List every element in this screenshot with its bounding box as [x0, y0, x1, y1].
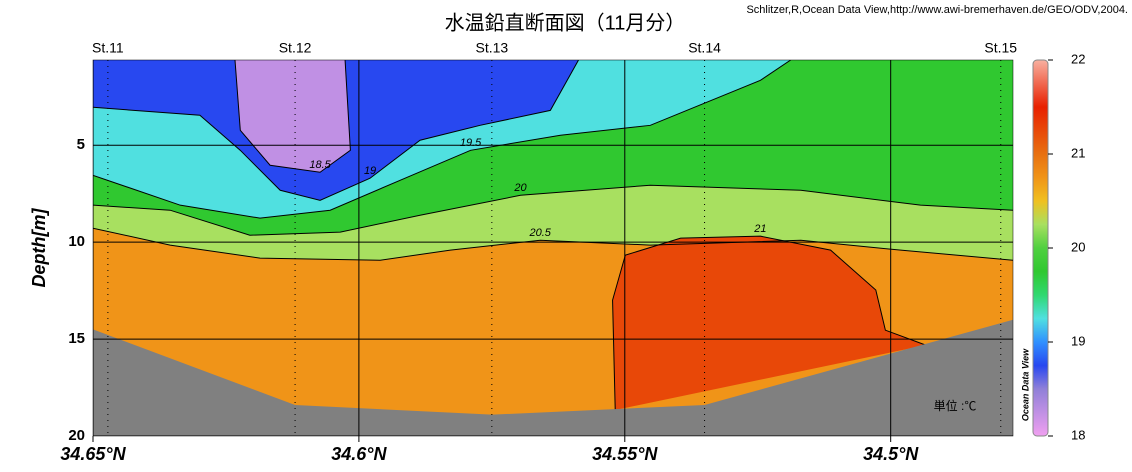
y-tick-label: 10 [68, 233, 85, 250]
x-tick-label: 34.65°N [60, 444, 126, 464]
contour-line [93, 184, 1013, 236]
contour-line [93, 60, 791, 219]
contour-fill [612, 236, 926, 411]
contour-fill [234, 60, 351, 173]
contour-label: 19 [364, 165, 376, 177]
contour-line [93, 227, 1013, 261]
colorbar-label: 20 [1071, 239, 1085, 254]
chart-title: 水温鉛直断面図（11月分） [445, 11, 686, 34]
station-label: St.11 [92, 40, 124, 56]
y-tick-label: 15 [68, 330, 85, 347]
credit: Schlitzer,R,Ocean Data View,http://www.a… [746, 4, 1128, 16]
y-axis-label: Depth[m] [29, 208, 49, 288]
y-tick-label: 5 [77, 136, 85, 153]
plot-area: 20.5 20 19.5 19 18.5 21 [93, 60, 1013, 436]
brand: Ocean Data View [1020, 348, 1030, 421]
colorbar-label: 21 [1071, 145, 1085, 160]
plot-frame [92, 59, 1014, 437]
colorbar-label: 18 [1071, 427, 1085, 442]
x-tick-label: 34.55°N [592, 444, 658, 464]
contour-label: 20 [513, 182, 527, 194]
contour-label: 19.5 [460, 137, 482, 149]
station-label: St.14 [688, 40, 721, 56]
colorbar [1032, 59, 1049, 437]
station-label: St.15 [984, 40, 1017, 56]
station-label: St.13 [475, 40, 508, 56]
seafloor [93, 319, 1013, 436]
unit-note: 単位 :℃ [934, 398, 977, 413]
colorbar-label: 22 [1071, 51, 1085, 66]
station-label: St.12 [279, 40, 312, 56]
contour-label: 20.5 [529, 227, 552, 239]
colorbar-label: 19 [1071, 333, 1085, 348]
x-tick-label: 34.6°N [331, 444, 387, 464]
y-tick-label: 20 [68, 427, 85, 444]
contour-label: 18.5 [309, 159, 331, 171]
contour-line [93, 60, 579, 201]
contour-label: 21 [753, 223, 766, 235]
x-tick-label: 34.5°N [863, 444, 919, 464]
contour-line [612, 235, 926, 411]
